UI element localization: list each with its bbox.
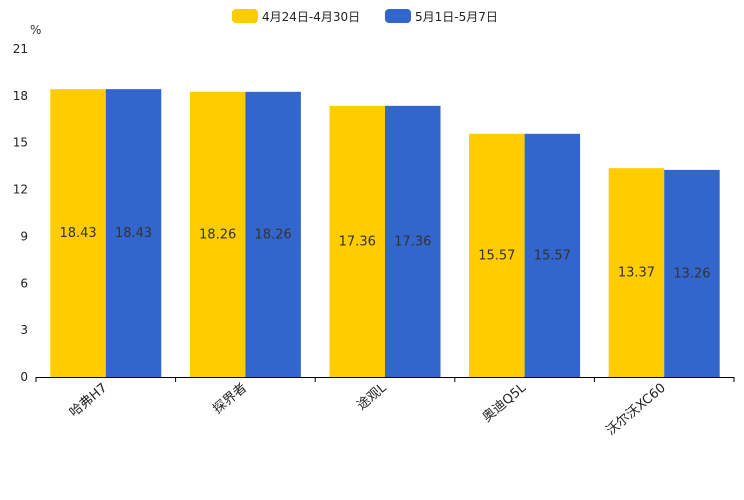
data-label-1-3: 17.36 [339,234,376,249]
bar-1-1[interactable] [50,89,106,377]
data-label-2-2: 18.26 [255,227,292,242]
bar-2-1[interactable] [105,89,162,377]
data-label-2-4: 15.57 [534,248,571,263]
y-tick-label: 18 [13,89,28,103]
y-tick-label: 9 [20,229,28,243]
bar-1-4[interactable] [469,133,525,377]
x-tick-label: 探界者 [210,381,250,418]
y-tick-label: 21 [13,42,28,56]
data-label-1-5: 13.37 [618,266,655,281]
y-tick-label: 3 [20,323,28,337]
y-tick-label: 0 [20,370,28,384]
bar-2-5[interactable] [664,169,720,377]
legend-swatch-1[interactable] [232,9,258,23]
bar-1-2[interactable] [189,91,246,377]
data-label-1-1: 18.43 [59,226,96,241]
y-tick-label: 12 [13,183,28,197]
x-tick-label: 哈弗H7 [67,381,110,421]
legend-label-1[interactable]: 4月24日-4月30日 [262,10,360,24]
bar-1-5[interactable] [608,168,665,377]
bar-1-3[interactable] [329,105,386,377]
bar-2-3[interactable] [385,105,441,377]
x-tick-label: 奥迪Q5L [480,380,530,425]
bar-2-4[interactable] [524,133,581,377]
data-label-1-4: 15.57 [478,248,515,263]
x-axis: 哈弗H7 探界者 途观L 奥迪Q5L 沃尔沃XC60 [35,377,735,439]
legend: 4月24日-4月30日 5月1日-5月7日 [232,9,498,24]
legend-label-2[interactable]: 5月1日-5月7日 [415,10,498,24]
x-tick-label: 途观L [354,379,390,413]
x-tick-label: 沃尔沃XC60 [604,381,669,439]
y-axis-unit-label: % [30,23,41,37]
data-label-1-2: 18.26 [199,227,236,242]
data-label-2-3: 17.36 [394,234,431,249]
data-label-2-1: 18.43 [115,226,152,241]
y-axis: 0 3 6 9 12 15 18 21 [13,42,28,384]
y-tick-label: 15 [13,136,28,150]
bar-2-2[interactable] [245,91,301,377]
bars: 18.43 18.43 18.26 18.26 17.36 17.36 15.57 15.57… [50,89,720,377]
legend-swatch-2[interactable] [385,9,411,23]
y-tick-label: 6 [20,276,28,290]
data-label-2-5: 13.26 [673,266,710,281]
